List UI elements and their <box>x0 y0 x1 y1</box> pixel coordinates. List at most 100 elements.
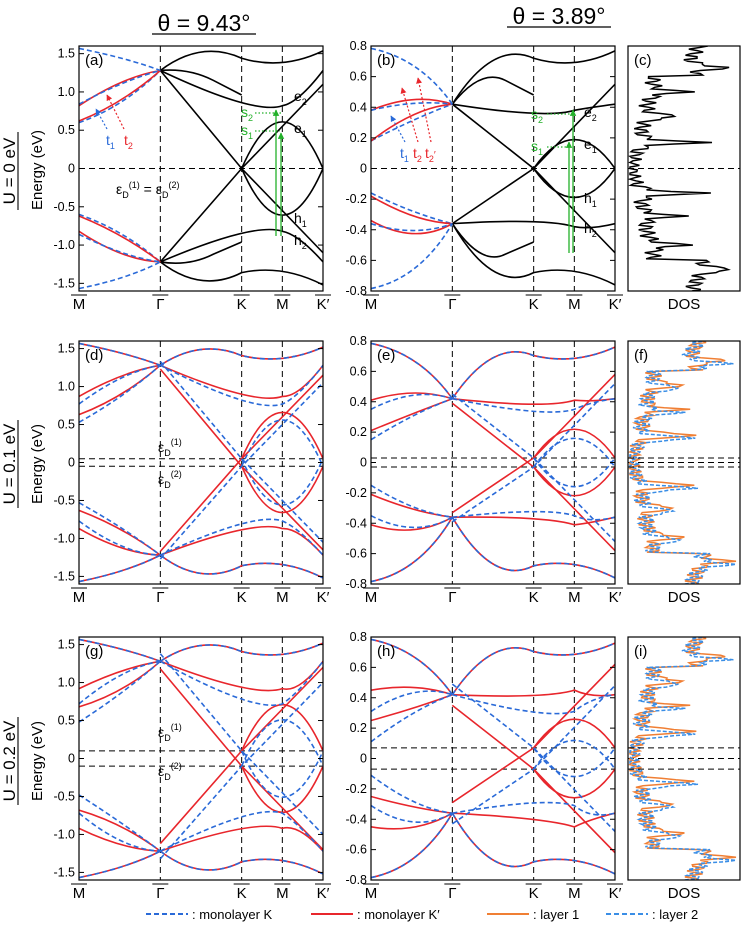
band-h-23 <box>371 804 453 823</box>
band-e-27 <box>371 516 454 583</box>
band-e-18 <box>452 397 615 413</box>
plot-area-d <box>79 341 323 584</box>
panel-a: M Γ K M K′ 1.5 1.0 0.5 0 -0.5 -1.0 -1.5 (a) <box>53 45 331 313</box>
label-e2-a: e2 <box>294 88 307 107</box>
svg-text:U = 0 eV: U = 0 eV <box>0 137 19 204</box>
plot-area-e <box>371 341 615 584</box>
xtick-d-0: M <box>73 589 86 606</box>
band-h-21 <box>371 690 453 713</box>
xtick-d-2: K <box>237 589 247 606</box>
band-b-7 <box>451 76 535 105</box>
label-eqn-a: εD(1) = εD(2) <box>116 180 179 200</box>
label-h1-a: h1 <box>294 210 307 229</box>
band-a-7 <box>160 69 243 96</box>
band-d-17 <box>240 458 323 506</box>
band-b-3 <box>533 168 615 199</box>
band-h-9 <box>371 812 453 830</box>
ytick-label-d-3: 0 <box>68 456 75 470</box>
band-b-16 <box>371 219 453 235</box>
plot-area-i <box>628 637 740 880</box>
xtick-g-3: M <box>276 885 289 902</box>
dos-curve-c <box>628 46 731 291</box>
band-h-4 <box>452 689 615 697</box>
xtick-e-4: K′ <box>609 589 622 606</box>
ytick-label-b-0: 0.8 <box>350 39 367 53</box>
panel-g: M Γ K M K′ 1.5 1.0 0.5 0 -0.5 -1.0 -1.5 (g) <box>53 636 331 902</box>
band-h-15 <box>451 683 615 832</box>
xtick-a-4: K′ <box>317 296 330 313</box>
band-d-26 <box>79 342 161 367</box>
plot-area-b <box>371 46 615 291</box>
band-h-18 <box>452 693 615 715</box>
band-a-16 <box>79 230 161 263</box>
arrow-t2-b <box>400 87 419 143</box>
ytick-label-h-8: -0.8 <box>345 873 367 887</box>
xtick-d-1: Γ <box>156 589 164 606</box>
xtick-e-0: M <box>365 589 378 606</box>
band-h-13 <box>371 812 454 879</box>
band-b-19 <box>371 223 454 290</box>
band-b-14 <box>371 192 453 225</box>
band-e-2 <box>533 428 615 459</box>
band-e-21 <box>371 393 453 411</box>
band-g-15 <box>159 653 323 835</box>
ytick-label-d-6: -1.5 <box>53 569 75 583</box>
band-g-16 <box>240 719 323 767</box>
band-g-14 <box>159 682 323 860</box>
band-e-19 <box>452 510 615 521</box>
xtick-a-3: M <box>276 296 289 313</box>
col2-title: θ = 3.89° <box>513 3 606 29</box>
annot-b: t1 t2 t2′ s1 s2 e1 e2 h1 h2 <box>390 77 597 253</box>
panel-i: DOS (i) <box>627 636 741 902</box>
band-d-7 <box>79 364 161 398</box>
band-e-20 <box>371 397 453 441</box>
dos-layer2-f <box>628 341 737 584</box>
ytick-label-g-4: -0.5 <box>53 789 75 803</box>
band-d-20 <box>79 364 161 423</box>
band-d-15 <box>159 360 323 543</box>
xtick-a-2: K <box>237 296 247 313</box>
band-a-9 <box>160 241 242 264</box>
ytick-label-h-4: 0 <box>360 752 367 766</box>
band-g-18 <box>159 660 323 707</box>
band-b-9 <box>451 223 534 258</box>
band-g-19 <box>159 810 323 852</box>
band-d-13 <box>79 554 161 583</box>
band-e-5 <box>452 516 615 526</box>
label-eps1-d: εD(1) <box>158 437 182 458</box>
label-s2-b: s2 <box>531 106 543 125</box>
xtick-b-4: K′ <box>609 296 622 313</box>
label-t1-b: t1 <box>400 145 409 164</box>
label-eps2-g: εD(2) <box>158 761 182 782</box>
label-e2-b: e2 <box>584 104 597 123</box>
band-g-21 <box>79 660 161 705</box>
arrow-t1-b <box>390 115 406 143</box>
ytick-label-g-6: -1.5 <box>53 865 75 879</box>
band-g-13 <box>79 850 161 879</box>
xtick-e-1: Γ <box>448 589 456 606</box>
band-g-22 <box>79 794 161 852</box>
band-d-16 <box>240 419 323 467</box>
ytick-label-b-3: 0.2 <box>350 131 367 145</box>
band-a-18 <box>79 47 161 72</box>
band-h-6 <box>371 693 453 722</box>
band-b-8 <box>451 223 615 286</box>
band-e-23 <box>371 514 453 529</box>
label-s2-a: s2 <box>241 104 253 123</box>
band-b-15 <box>371 195 453 225</box>
band-g-25 <box>159 850 323 875</box>
band-h-22 <box>371 774 453 814</box>
band-d-2 <box>240 411 323 460</box>
ytick-label-h-1: 0.6 <box>350 660 367 674</box>
ytick-label-e-1: 0.6 <box>350 364 367 378</box>
band-b-2 <box>533 138 615 169</box>
band-d-22 <box>79 502 161 556</box>
frame-h <box>370 636 616 881</box>
xtick-h-4: K′ <box>609 885 622 902</box>
ytick-label-b-8: -0.8 <box>345 284 367 298</box>
svg-text:U = 0.2 eV: U = 0.2 eV <box>0 720 19 801</box>
xtick-h-0: M <box>365 885 378 902</box>
ytick-label-b-6: -0.4 <box>345 223 367 237</box>
panel-label-c: (c) <box>634 52 652 69</box>
ytick-label-b-1: 0.6 <box>350 70 367 84</box>
